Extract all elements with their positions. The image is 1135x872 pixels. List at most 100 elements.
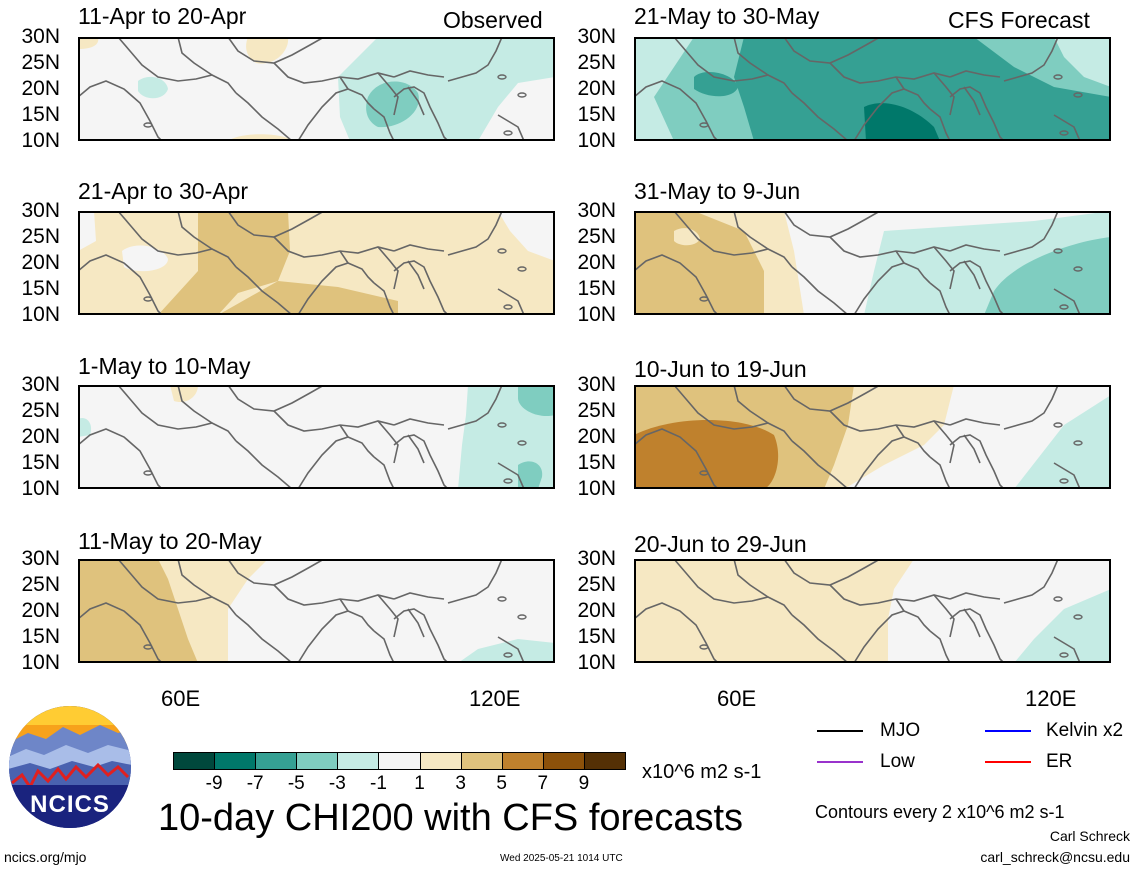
y-tick-label: 25N bbox=[577, 225, 616, 248]
anomaly-region bbox=[1054, 37, 1111, 87]
map-svg bbox=[78, 559, 555, 663]
y-tick-label: 30N bbox=[21, 25, 60, 48]
island bbox=[1053, 422, 1063, 428]
coastline bbox=[235, 92, 293, 141]
coastline bbox=[377, 420, 399, 464]
coastline bbox=[673, 211, 793, 268]
y-tick-label: 15N bbox=[21, 103, 60, 126]
coastline bbox=[339, 598, 349, 612]
anomaly-region bbox=[78, 559, 198, 663]
coastline bbox=[407, 608, 425, 638]
coastline bbox=[1003, 559, 1059, 604]
figure-title: 10-day CHI200 with CFS forecasts bbox=[158, 797, 744, 839]
anomaly-region bbox=[78, 211, 96, 251]
island bbox=[143, 122, 153, 128]
island bbox=[497, 74, 507, 80]
colorbar-cell bbox=[419, 752, 462, 770]
coastline bbox=[117, 559, 237, 616]
coastline bbox=[853, 436, 931, 489]
anomaly-region bbox=[634, 559, 914, 663]
y-tick-label: 15N bbox=[577, 103, 616, 126]
coastline bbox=[829, 584, 951, 606]
coastline bbox=[393, 592, 445, 600]
anomaly-region bbox=[138, 76, 168, 99]
coastline bbox=[497, 462, 525, 489]
island bbox=[1053, 596, 1063, 602]
coastline bbox=[235, 266, 293, 315]
coastline bbox=[949, 434, 1005, 489]
anomaly-region bbox=[78, 37, 99, 49]
legend-mjo-line bbox=[817, 730, 863, 732]
coastline bbox=[1003, 211, 1059, 256]
coastline bbox=[829, 236, 951, 258]
coastline bbox=[895, 250, 905, 264]
colorbar-cell bbox=[460, 752, 503, 770]
y-tick-label: 10N bbox=[21, 303, 60, 326]
y-tick-label: 30N bbox=[21, 199, 60, 222]
map-panel-1 bbox=[78, 37, 555, 141]
island bbox=[699, 644, 709, 650]
island bbox=[1073, 614, 1083, 620]
y-tick-label: 10N bbox=[577, 303, 616, 326]
legend-kelvin-label: Kelvin x2 bbox=[1046, 720, 1124, 741]
legend-mjo-label: MJO bbox=[880, 720, 921, 741]
coastline bbox=[497, 288, 525, 315]
coastline bbox=[235, 614, 293, 663]
anomaly-region bbox=[634, 211, 764, 315]
y-tick-label: 20N bbox=[577, 599, 616, 622]
colorbar-cell bbox=[583, 752, 626, 770]
coastline bbox=[949, 86, 1005, 141]
coastline bbox=[929, 282, 951, 315]
legend-low-label: Low bbox=[880, 751, 915, 772]
logo-text: NCICS bbox=[30, 791, 110, 818]
panel-title-2: 21-Apr to 30-Apr bbox=[78, 178, 249, 204]
coastline bbox=[497, 636, 525, 663]
coastline bbox=[235, 440, 293, 489]
forecast-tag: CFS Forecast bbox=[948, 7, 1090, 33]
coastline bbox=[673, 37, 793, 94]
y-tick-label: 25N bbox=[577, 399, 616, 422]
colorbar-tick-label: 5 bbox=[496, 773, 507, 794]
map-panel-6 bbox=[634, 211, 1111, 315]
y-tick-label: 10N bbox=[577, 129, 616, 152]
coastline bbox=[1003, 385, 1059, 430]
island bbox=[517, 266, 527, 272]
coastline bbox=[949, 244, 1001, 252]
panel-title-3: 1-May to 10-May bbox=[78, 353, 251, 379]
island bbox=[1059, 304, 1069, 310]
island bbox=[699, 296, 709, 302]
map-panel-7 bbox=[634, 385, 1111, 489]
coastline bbox=[829, 410, 951, 432]
anomaly-region bbox=[498, 211, 555, 261]
anomaly-region bbox=[366, 81, 419, 128]
coastline bbox=[78, 428, 163, 489]
coastline bbox=[393, 260, 449, 315]
y-tick-label: 20N bbox=[577, 77, 616, 100]
y-tick-label: 30N bbox=[577, 373, 616, 396]
coastline bbox=[929, 108, 951, 141]
y-tick-label: 20N bbox=[21, 599, 60, 622]
island bbox=[1073, 92, 1083, 98]
coastline bbox=[297, 610, 375, 663]
coastline bbox=[791, 440, 849, 489]
colorbar-tick-label: 3 bbox=[455, 773, 466, 794]
coastline bbox=[933, 594, 955, 638]
coastline bbox=[117, 211, 237, 268]
coastline bbox=[929, 456, 951, 489]
coastline bbox=[933, 246, 955, 290]
coastline bbox=[791, 92, 849, 141]
coastline bbox=[895, 424, 905, 438]
y-tick-label: 25N bbox=[21, 573, 60, 596]
coastline bbox=[1053, 114, 1081, 141]
coastline bbox=[949, 418, 1001, 426]
coastline bbox=[393, 418, 445, 426]
island bbox=[517, 614, 527, 620]
coastline bbox=[273, 236, 395, 258]
island bbox=[1053, 248, 1063, 254]
coastline bbox=[393, 70, 445, 78]
colorbar-tick-label: -7 bbox=[246, 773, 264, 794]
y-tick-label: 10N bbox=[21, 477, 60, 500]
y-tick-label: 25N bbox=[577, 51, 616, 74]
y-tick-label: 10N bbox=[21, 129, 60, 152]
anomaly-region bbox=[518, 385, 555, 417]
